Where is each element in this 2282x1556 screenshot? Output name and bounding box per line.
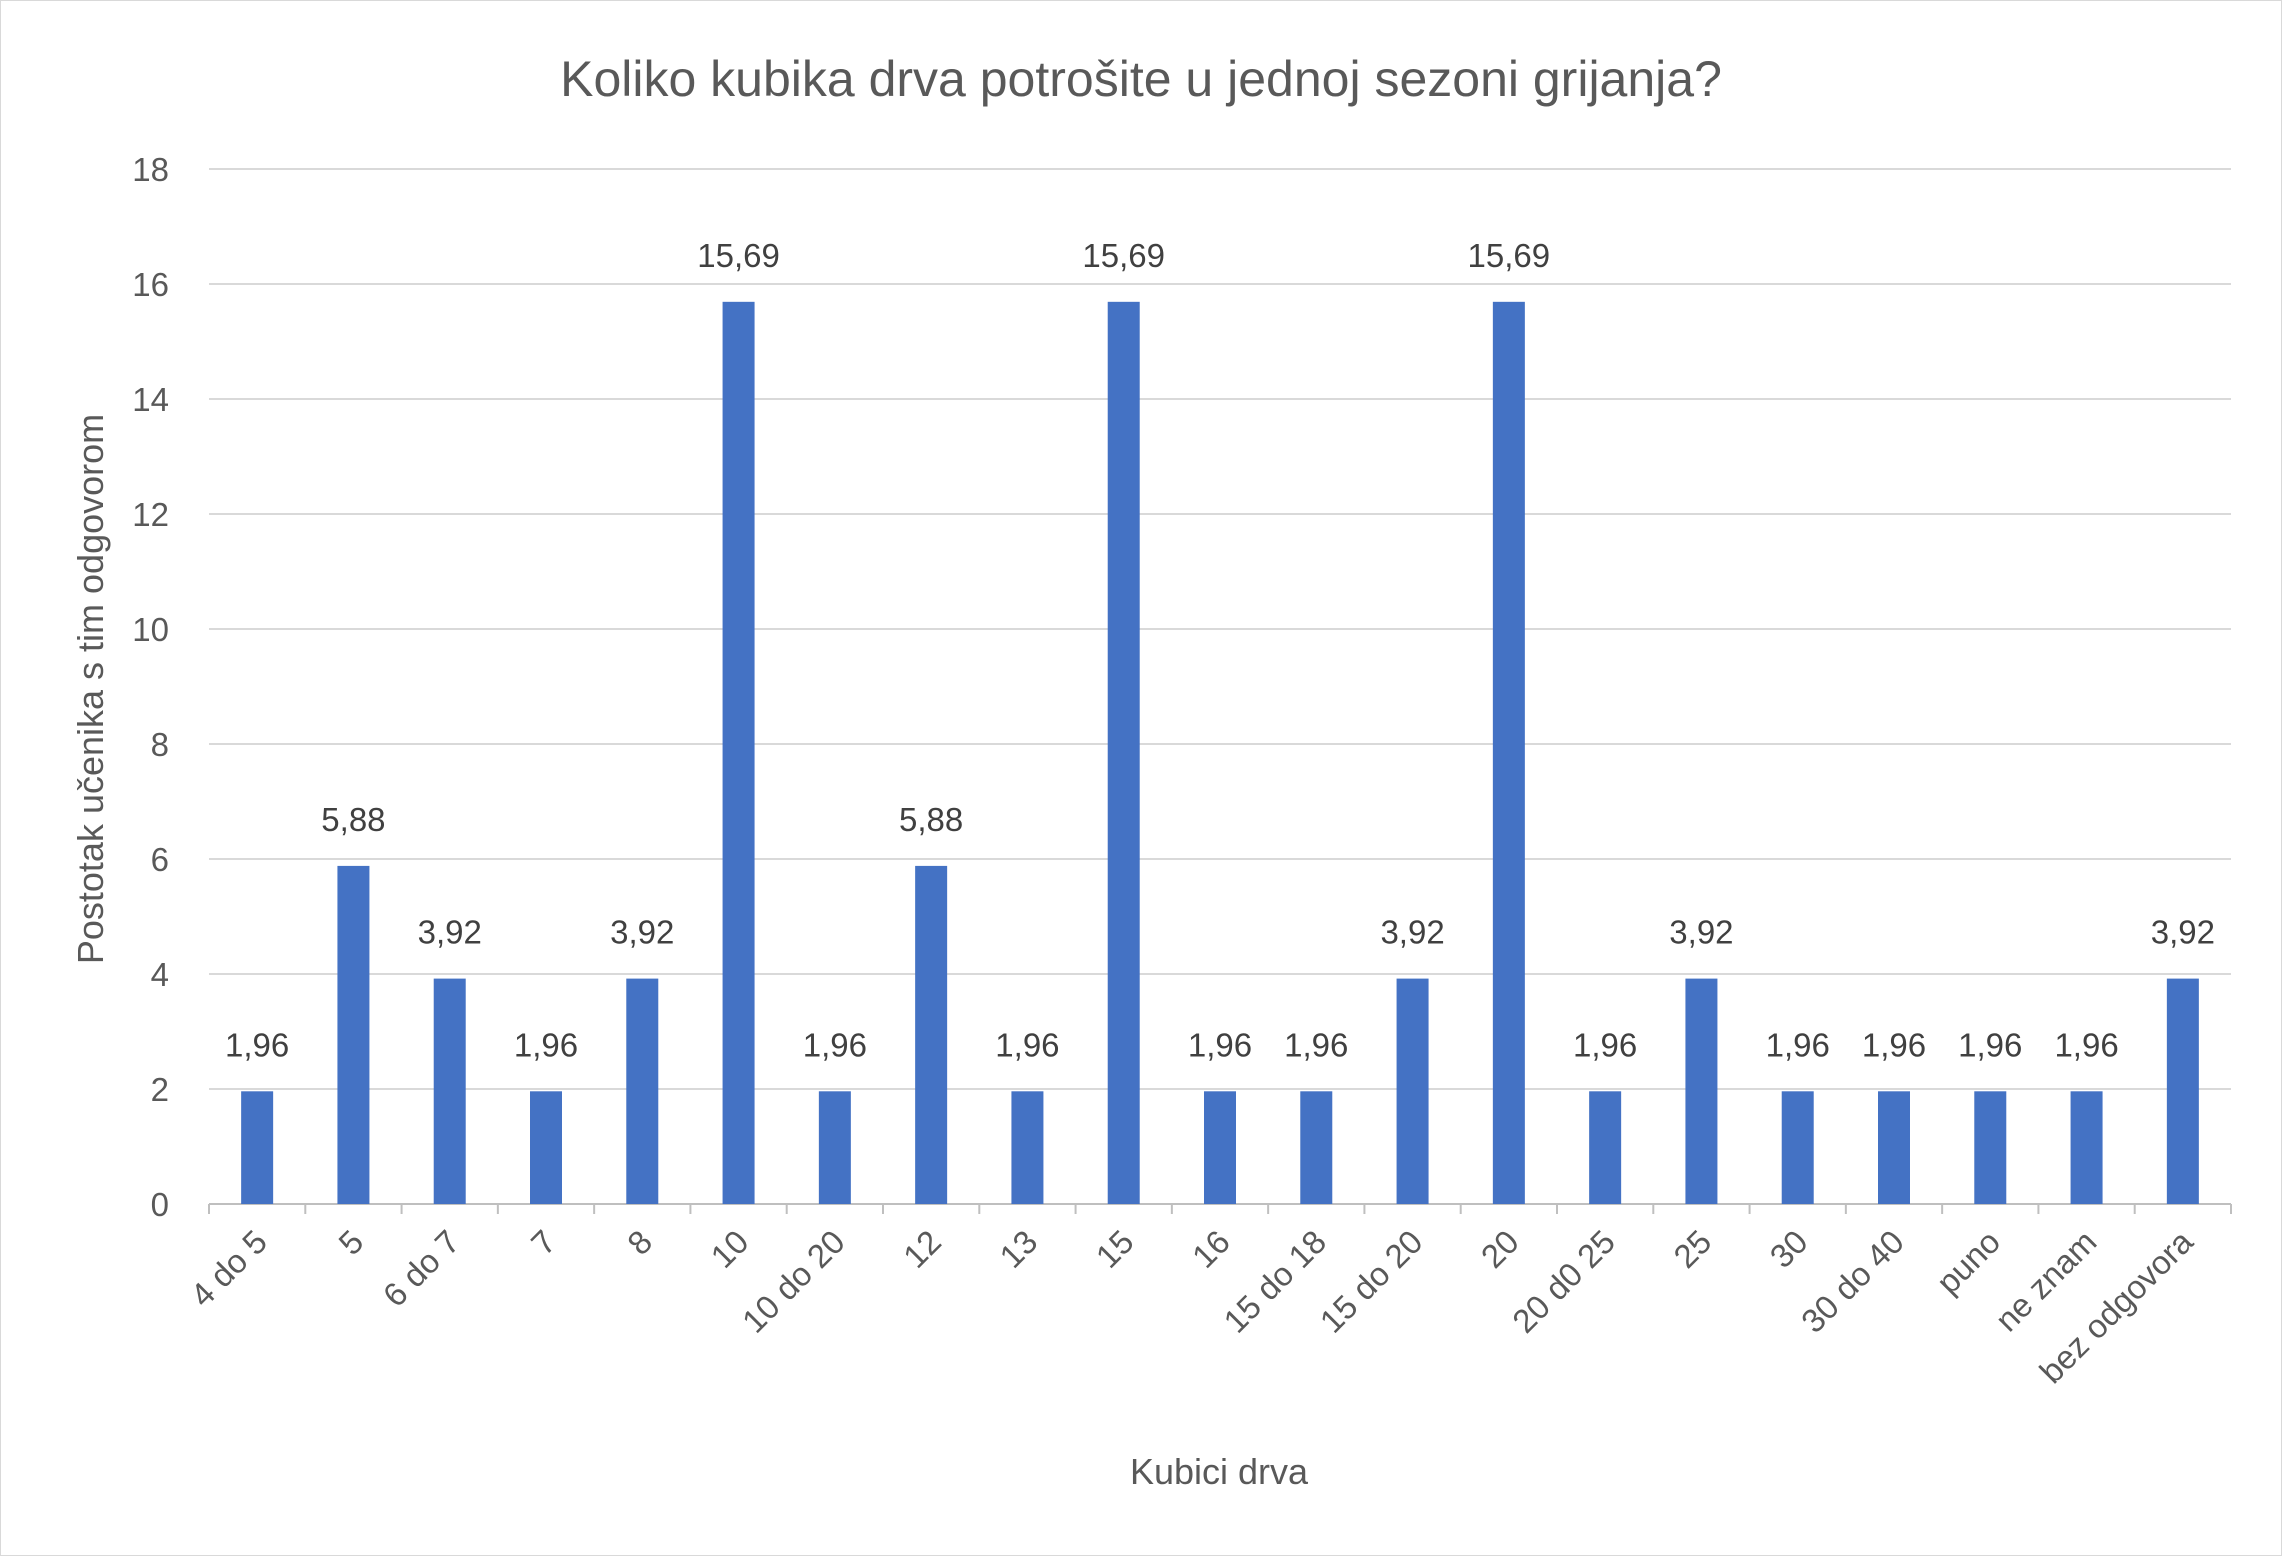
bar [2166, 978, 2199, 1204]
data-label: 1,96 [2054, 1026, 2118, 1063]
bar [1107, 301, 1140, 1204]
data-label: 3,92 [418, 914, 482, 951]
y-tick-label: 16 [132, 266, 169, 303]
bar [337, 865, 370, 1204]
data-label: 15,69 [1468, 237, 1551, 274]
x-tick-label: 30 do 40 [1794, 1223, 1911, 1340]
data-label: 15,69 [697, 237, 780, 274]
x-tick-label: 15 [1089, 1223, 1141, 1275]
y-tick-labels: 0 2 4 6 8 10 12 14 16 18 [132, 151, 169, 1223]
data-label: 3,92 [2151, 914, 2215, 951]
x-tick-label: 15 do 18 [1216, 1223, 1333, 1340]
data-label: 5,88 [321, 801, 385, 838]
bar [530, 1091, 562, 1204]
y-axis-title: Postotak učenika s tim odgovorom [70, 414, 111, 964]
bar [1300, 1091, 1333, 1204]
data-label: 1,96 [1766, 1026, 1830, 1063]
bar [1685, 978, 1718, 1204]
x-tick-label: 25 [1666, 1223, 1718, 1275]
bar [1204, 1091, 1236, 1204]
bar [1589, 1091, 1622, 1204]
y-tick-label: 8 [151, 726, 169, 763]
x-tick-label: 10 do 20 [735, 1223, 852, 1340]
x-tick-label: 20 [1474, 1223, 1526, 1275]
x-tick-label: 5 [331, 1223, 370, 1262]
data-label: 5,88 [899, 801, 963, 838]
x-tick-label: 8 [620, 1223, 659, 1262]
bar [433, 978, 466, 1204]
data-label: 3,92 [610, 914, 674, 951]
x-tick-label: 6 do 7 [376, 1223, 467, 1314]
x-tick-label: 7 [524, 1223, 563, 1262]
y-tick-label: 10 [132, 611, 169, 648]
data-labels: 1,96 5,88 3,92 1,96 3,92 15,69 1,96 5,88 1,96 15,… [225, 237, 2215, 1063]
data-label: 1,96 [514, 1026, 578, 1063]
x-tick-label: 16 [1185, 1223, 1237, 1275]
x-tick-label: 30 [1763, 1223, 1815, 1275]
data-label: 1,96 [1862, 1026, 1926, 1063]
x-tick-label: 10 [703, 1223, 755, 1275]
bar [915, 865, 948, 1204]
gridlines [208, 168, 2232, 1214]
bar [818, 1091, 851, 1204]
x-tick-label: 20 d0 25 [1505, 1223, 1622, 1340]
data-label: 1,96 [1573, 1026, 1637, 1063]
y-tick-label: 14 [132, 381, 169, 418]
data-label: 15,69 [1082, 237, 1165, 274]
x-tick-label: 12 [896, 1223, 948, 1275]
data-label: 1,96 [995, 1026, 1059, 1063]
bar [1492, 301, 1525, 1204]
data-label: 1,96 [1284, 1026, 1348, 1063]
bar [1396, 978, 1429, 1204]
x-tick-label: 15 do 20 [1313, 1223, 1430, 1340]
bar [241, 1091, 274, 1204]
data-label: 3,92 [1380, 914, 1444, 951]
x-tick-label: 13 [992, 1223, 1044, 1275]
y-tick-label: 4 [151, 956, 169, 993]
bar [1011, 1091, 1044, 1204]
bar [1878, 1091, 1910, 1204]
data-label: 1,96 [1958, 1026, 2022, 1063]
bar [722, 301, 755, 1204]
data-label: 3,92 [1669, 914, 1733, 951]
y-tick-label: 12 [132, 496, 169, 533]
data-label: 1,96 [1188, 1026, 1252, 1063]
y-tick-label: 2 [151, 1071, 169, 1108]
bar [1781, 1091, 1814, 1204]
x-tick-label: puno [1929, 1223, 2007, 1301]
y-tick-label: 0 [151, 1186, 169, 1223]
y-tick-label: 6 [151, 841, 169, 878]
bar [1974, 1091, 2007, 1204]
bar [2070, 1091, 2103, 1204]
bars [241, 301, 2199, 1204]
x-axis-title: Kubici drva [1130, 1451, 1309, 1492]
chart-title: Koliko kubika drva potrošite u jednoj se… [560, 51, 1722, 107]
bar [626, 978, 659, 1204]
x-tick-label: 4 do 5 [183, 1223, 274, 1314]
data-label: 1,96 [803, 1026, 867, 1063]
data-label: 1,96 [225, 1026, 289, 1063]
y-tick-label: 18 [132, 151, 169, 188]
